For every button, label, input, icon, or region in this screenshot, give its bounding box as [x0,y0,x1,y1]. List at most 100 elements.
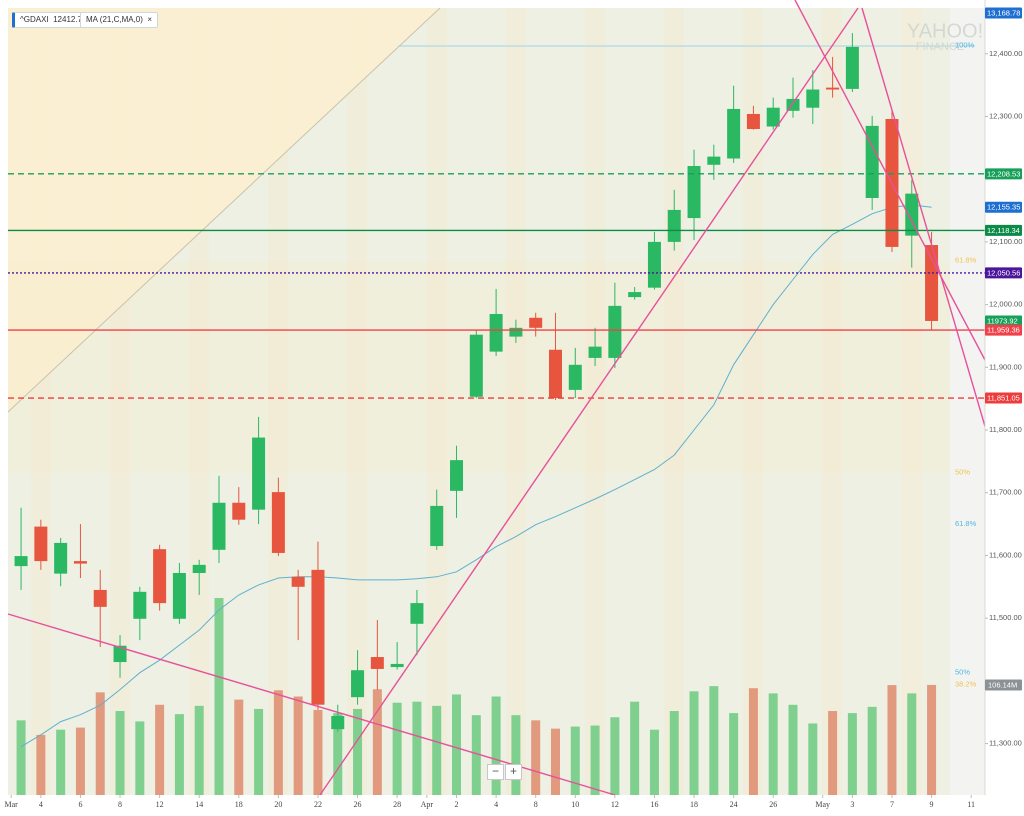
symbol-badge[interactable]: ^GDAXI 12412.75 [12,12,93,28]
volume-bar [432,705,442,795]
price-label: 12,155.35 [987,203,1020,212]
price-label: 12,118.34 [987,226,1020,235]
volume-bar [788,704,798,795]
candle-body [925,245,939,321]
x-tick-label: 26 [354,800,362,809]
volume-bar [511,715,521,795]
x-tick-label: 6 [78,800,82,809]
volume-bar [135,721,145,795]
candle-body [667,209,681,242]
candle-body [172,573,186,619]
fib-fan-line [7,7,441,413]
x-tick-label: 4 [39,800,43,809]
candle-body [113,645,127,663]
candle-body [647,241,661,288]
candle-body [489,314,503,352]
volume-bar [828,711,838,795]
volume-bar [392,702,402,795]
price-label-box [985,267,1022,279]
volume-bar [372,689,382,795]
candle-body [469,334,483,397]
y-tick-label: 12,000.00 [989,300,1022,309]
candle-body [746,113,760,130]
candle-body [192,564,206,574]
y-tick-label: 12,100.00 [989,237,1022,246]
fib-label: 50% [955,468,970,477]
y-tick-label: 11,800.00 [989,425,1022,434]
close-icon[interactable]: × [147,15,153,24]
y-tick-label: 11,300.00 [989,739,1022,748]
candle-body [73,561,87,564]
x-tick-label: May [815,800,830,809]
volume-label: 106.14M [988,680,1017,689]
candle-body [133,591,147,619]
ma-line [20,204,932,748]
x-tick-label: Mar [5,800,19,809]
volume-bar [531,720,541,795]
price-label: 13,168.78 [987,8,1020,17]
watermark: YAHOO! [907,20,983,42]
x-tick-label: 10 [571,800,579,809]
price-label-box [985,392,1022,404]
x-tick-label: 22 [314,800,322,809]
price-label-box [985,201,1022,213]
volume-bar [649,729,659,795]
y-tick-label: 11,900.00 [989,362,1022,371]
candle-body [54,542,68,574]
volume-bar [95,692,105,795]
fib-label: 50% [955,668,970,677]
candle-body [845,46,859,89]
candle-body [331,715,345,730]
candle-body [232,502,246,520]
volume-bar [273,690,283,795]
volume-bar [729,713,739,795]
axis-layer: 11,300.00 11,500.00 11,600.00 11,700.00 11,8… [5,7,1022,809]
volume-bar [550,728,560,795]
volume-bar [491,696,501,795]
y-tick-label: 12,400.00 [989,49,1022,58]
volume-bar [155,704,165,795]
volume-bar [293,696,303,795]
candle-body [212,502,226,550]
candle-body [509,327,523,337]
fib-label: 61.8% [955,519,977,528]
candle-body [271,492,285,553]
candle-body [786,98,800,111]
candle-body [370,657,384,669]
x-tick-label: 28 [393,800,401,809]
price-label: 11,959.36 [987,326,1020,335]
x-tick-label: 18 [690,800,698,809]
volume-bar [333,713,343,795]
x-tick-label: 16 [650,800,658,809]
candle-body [826,87,840,90]
volume-bar [174,714,184,795]
y-tick-label: 11,700.00 [989,488,1022,497]
candle-body [568,364,582,390]
volume-bar [234,699,244,795]
y-tick-label: 12,300.00 [989,111,1022,120]
volume-bar [669,711,679,795]
indicator-badge[interactable]: MA (21,C,MA,0) × [80,12,159,28]
candle-body [410,603,424,624]
x-tick-label: 14 [195,800,203,809]
x-tick-label: 11 [967,800,975,809]
candle-body [153,549,167,604]
candle-body [905,193,919,236]
candle-body [588,346,602,358]
x-tick-label: 18 [235,800,243,809]
volume-bar [689,691,699,795]
candle-body [351,670,365,698]
price-label: 12,050.56 [987,268,1020,277]
quote: 12412.75 [53,15,87,24]
y-axis-area [985,0,1024,816]
y-tick-label: 11,600.00 [989,550,1022,559]
volume-bar [254,708,264,795]
volume-bar [907,693,917,795]
zoom-in[interactable]: + [505,764,522,780]
zoom-out[interactable]: − [487,764,504,780]
volume-bar [867,706,877,795]
candle-body [687,166,701,219]
x-tick-label: 20 [274,800,282,809]
